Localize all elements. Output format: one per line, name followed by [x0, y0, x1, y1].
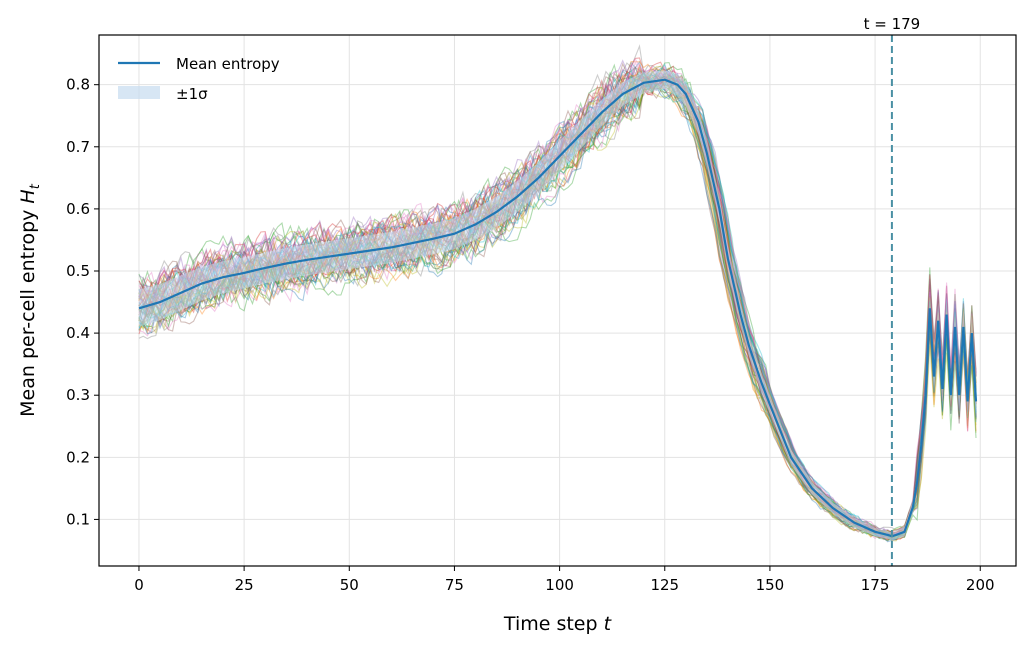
x-axis-label: Time step t — [503, 613, 613, 635]
run-line — [138, 80, 977, 543]
y-tick-label: 0.8 — [66, 76, 90, 94]
mean-entropy-line — [138, 78, 978, 538]
y-axis-label: Mean per-cell entropy Ht — [17, 183, 43, 417]
y-tick-label: 0.3 — [66, 386, 90, 404]
x-tick-label: 100 — [545, 576, 574, 594]
x-axis-label-t: t — [604, 613, 613, 635]
std-band — [139, 70, 976, 540]
y-axis-label-h: H — [17, 189, 39, 203]
x-tick-label: 125 — [650, 576, 679, 594]
y-tick-label: 0.5 — [66, 262, 90, 280]
y-tick-label: 0.2 — [66, 448, 90, 466]
x-tick-label: 50 — [340, 576, 359, 594]
run-line — [138, 80, 977, 541]
y-tick-label: 0.1 — [66, 510, 90, 528]
x-tick-label: 25 — [235, 576, 254, 594]
annotation-label: t = 179 — [864, 15, 921, 33]
y-tick-label: 0.4 — [66, 324, 90, 342]
y-axis-label-sub: t — [28, 183, 43, 189]
legend-mean-label: Mean entropy — [176, 55, 280, 73]
y-tick-label: 0.7 — [66, 138, 90, 156]
legend: Mean entropy ±1σ — [118, 55, 280, 103]
x-tick-label: 200 — [966, 576, 995, 594]
y-tick-label: 0.6 — [66, 200, 90, 218]
y-axis-ticks: 0.1 0.2 0.3 0.4 0.5 0.6 0.7 0.8 — [66, 76, 99, 528]
x-axis-ticks: 0 25 50 75 100 125 150 175 200 — [134, 566, 995, 594]
x-tick-label: 0 — [134, 576, 144, 594]
axes-frame — [98, 34, 1017, 567]
legend-band-label: ±1σ — [176, 85, 208, 103]
x-tick-label: 150 — [756, 576, 785, 594]
x-tick-label: 75 — [445, 576, 464, 594]
legend-band-swatch — [118, 86, 160, 99]
grid — [99, 35, 1016, 566]
x-tick-label: 175 — [861, 576, 890, 594]
run-line — [138, 78, 977, 542]
